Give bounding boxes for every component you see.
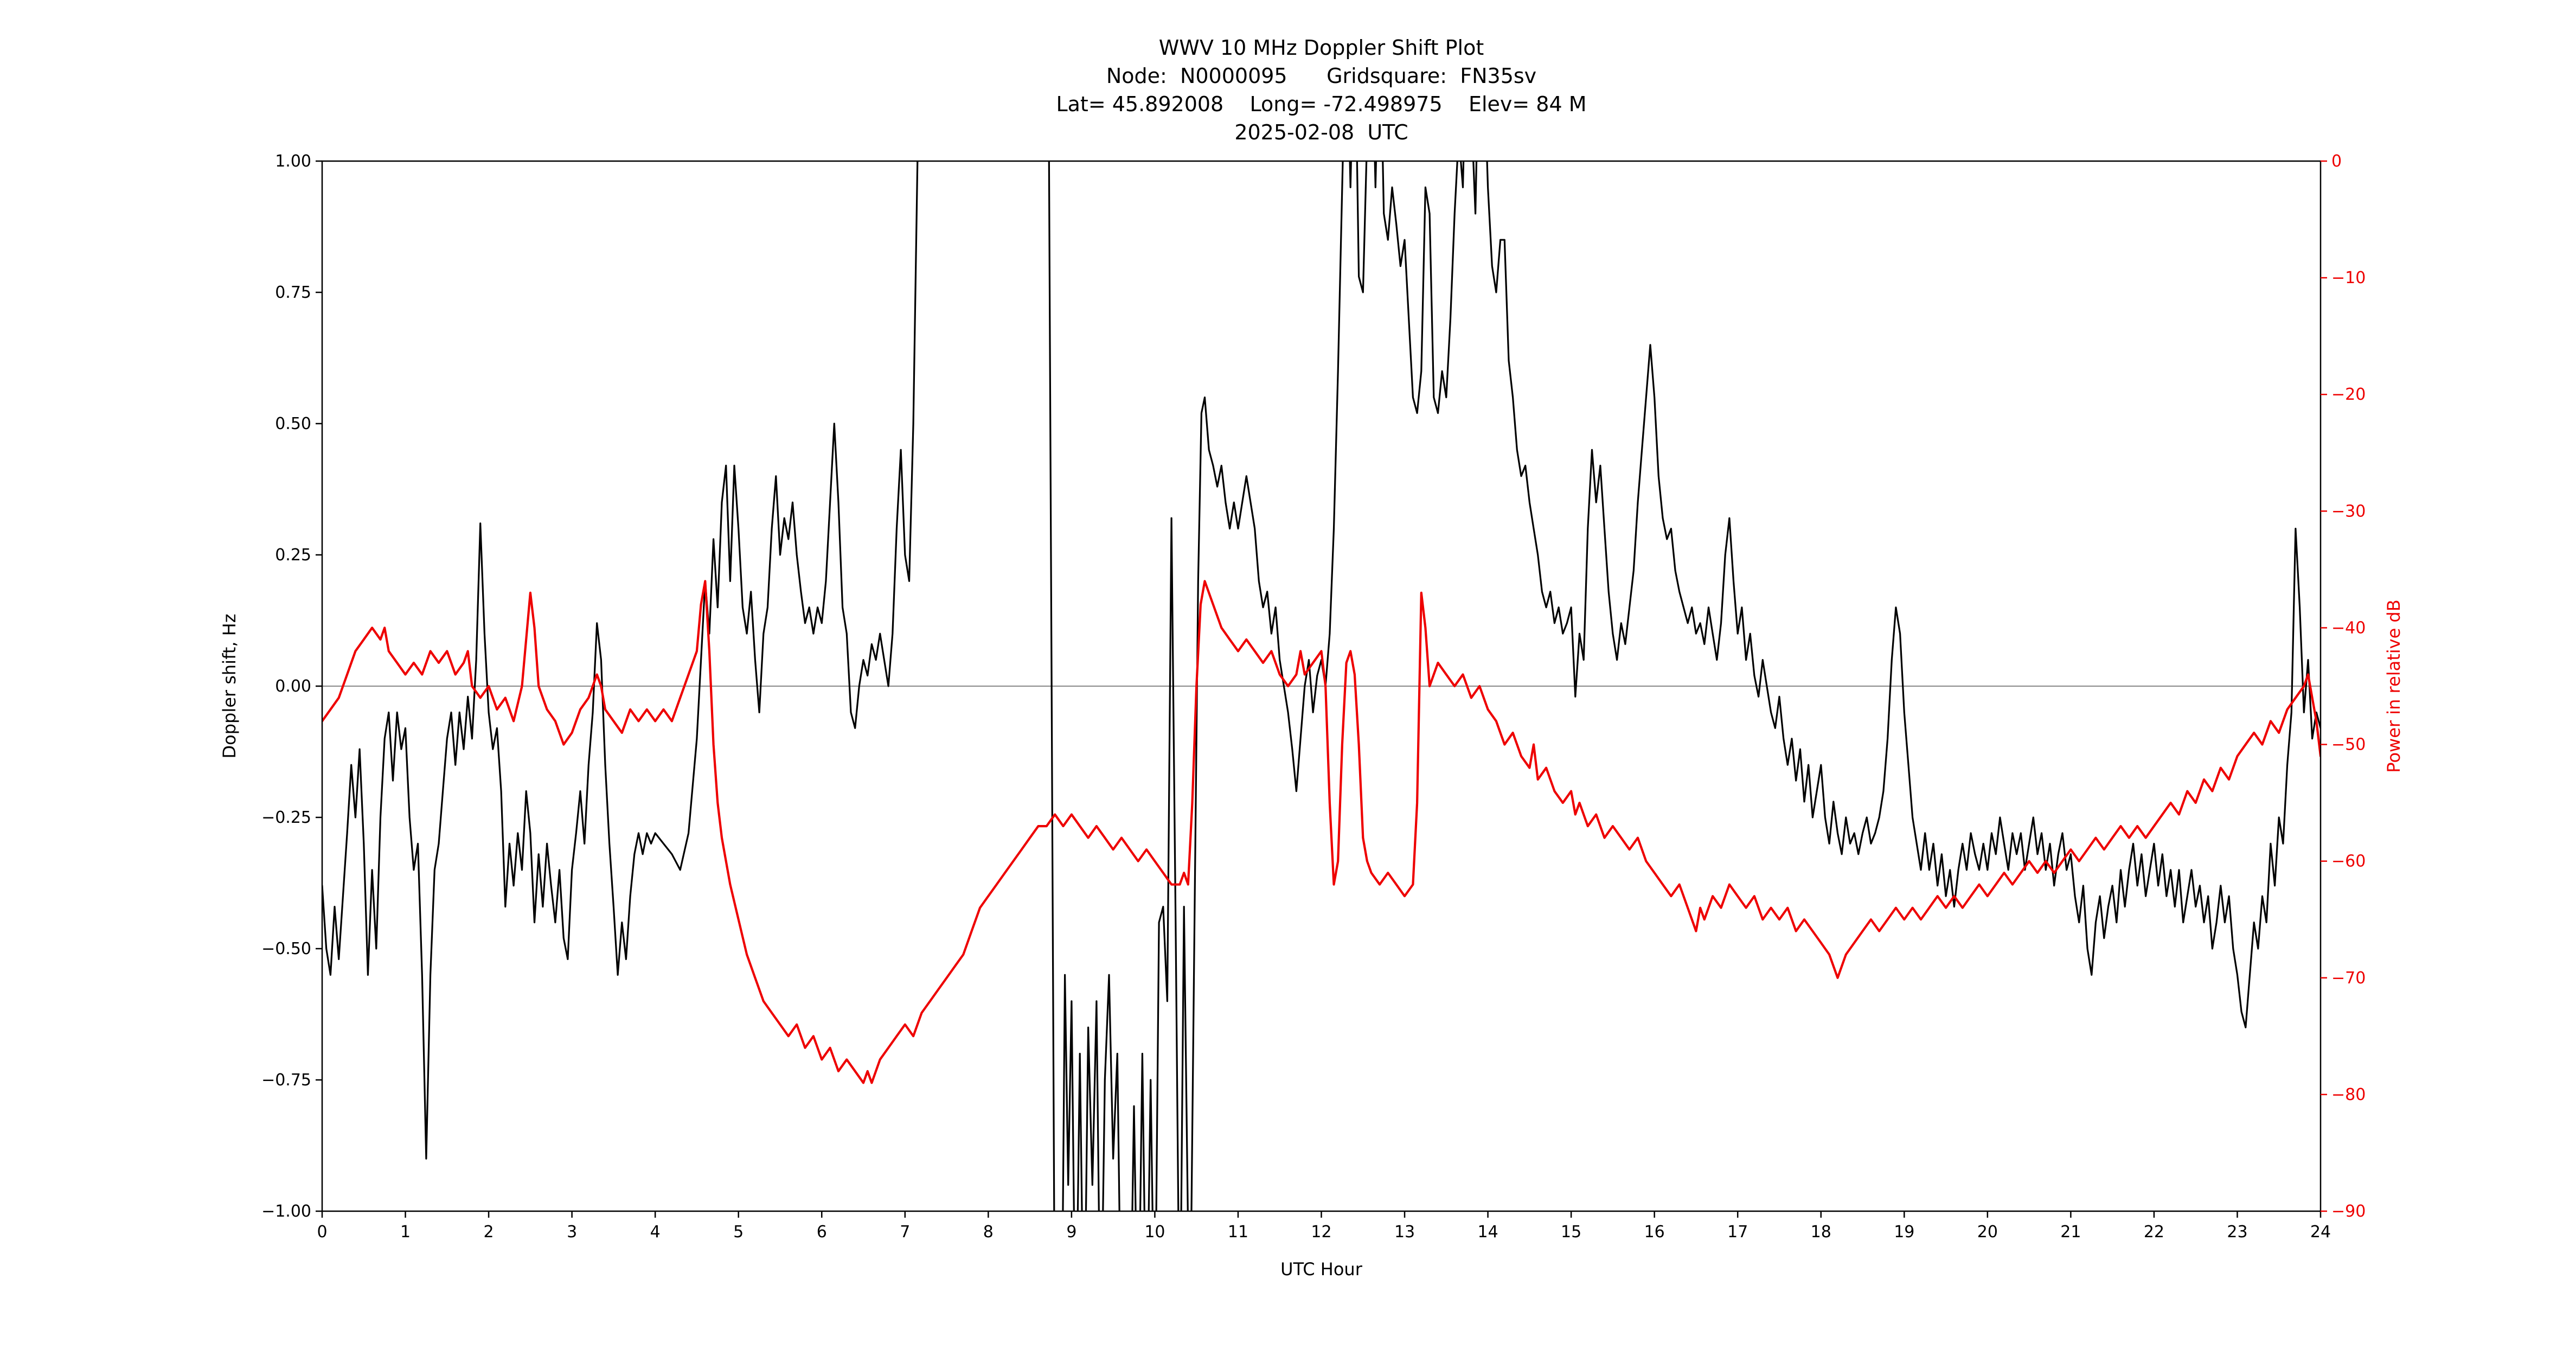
svg-text:16: 16 bbox=[1644, 1223, 1665, 1242]
svg-text:5: 5 bbox=[733, 1223, 744, 1242]
svg-text:−20: −20 bbox=[2331, 385, 2366, 404]
svg-text:20: 20 bbox=[1977, 1223, 1998, 1242]
chart-title-line-3: Lat= 45.892008 Long= -72.498975 Elev= 84… bbox=[1056, 92, 1587, 116]
svg-text:0.25: 0.25 bbox=[275, 546, 311, 565]
chart-title-line-1: WWV 10 MHz Doppler Shift Plot bbox=[1158, 36, 1484, 60]
svg-text:−0.75: −0.75 bbox=[261, 1071, 311, 1090]
svg-text:15: 15 bbox=[1561, 1223, 1581, 1242]
svg-text:3: 3 bbox=[567, 1223, 577, 1242]
svg-text:23: 23 bbox=[2227, 1223, 2247, 1242]
y-right-ticks: 0 −10 −20 −30 −40 −50 −60 −70 −80 −90 bbox=[2321, 152, 2366, 1221]
svg-text:7: 7 bbox=[900, 1223, 910, 1242]
x-axis-label: UTC Hour bbox=[1280, 1259, 1363, 1280]
doppler-shift-line bbox=[322, 161, 2321, 1211]
svg-text:−40: −40 bbox=[2331, 618, 2366, 637]
svg-text:10: 10 bbox=[1144, 1223, 1165, 1242]
chart-title-line-2: Node: N0000095 Gridsquare: FN35sv bbox=[1106, 64, 1537, 88]
svg-text:−0.50: −0.50 bbox=[261, 939, 311, 958]
y-left-ticks: 1.00 0.75 0.50 0.25 0.00 −0.25 −0.50 −0.75 −1.00 bbox=[261, 152, 322, 1221]
svg-text:−0.25: −0.25 bbox=[261, 808, 311, 827]
svg-text:−1.00: −1.00 bbox=[261, 1202, 311, 1221]
svg-text:4: 4 bbox=[650, 1223, 661, 1242]
svg-text:18: 18 bbox=[1811, 1223, 1831, 1242]
svg-text:−80: −80 bbox=[2331, 1085, 2366, 1104]
svg-text:6: 6 bbox=[817, 1223, 827, 1242]
svg-text:12: 12 bbox=[1311, 1223, 1331, 1242]
svg-text:0.00: 0.00 bbox=[275, 677, 311, 696]
svg-text:−60: −60 bbox=[2331, 852, 2366, 871]
svg-text:13: 13 bbox=[1394, 1223, 1415, 1242]
svg-text:0.75: 0.75 bbox=[275, 283, 311, 302]
y-left-axis-label: Doppler shift, Hz bbox=[219, 613, 240, 758]
svg-text:24: 24 bbox=[2310, 1223, 2331, 1242]
svg-text:−30: −30 bbox=[2331, 502, 2366, 521]
svg-text:22: 22 bbox=[2144, 1223, 2164, 1242]
svg-text:0: 0 bbox=[317, 1223, 327, 1242]
power-line bbox=[322, 580, 2321, 1084]
x-axis-ticks: 0 1 2 3 4 5 6 7 8 9 10 11 12 13 14 15 16 17 18 19 20 21 22 23 24 bbox=[317, 1211, 2331, 1242]
chart-title-block: WWV 10 MHz Doppler Shift Plot Node: N000… bbox=[322, 34, 2321, 146]
svg-text:−90: −90 bbox=[2331, 1202, 2366, 1221]
svg-text:−50: −50 bbox=[2331, 735, 2366, 754]
svg-text:1: 1 bbox=[400, 1223, 411, 1242]
svg-text:8: 8 bbox=[983, 1223, 994, 1242]
chart-title-line-4: 2025-02-08 UTC bbox=[1234, 120, 1408, 144]
svg-text:−10: −10 bbox=[2331, 268, 2366, 287]
svg-text:0.50: 0.50 bbox=[275, 414, 311, 433]
svg-text:14: 14 bbox=[1477, 1223, 1498, 1242]
svg-text:0: 0 bbox=[2331, 152, 2342, 171]
svg-text:17: 17 bbox=[1727, 1223, 1748, 1242]
svg-text:2: 2 bbox=[484, 1223, 494, 1242]
series-layer bbox=[322, 161, 2321, 1211]
svg-text:1.00: 1.00 bbox=[275, 152, 311, 171]
svg-text:19: 19 bbox=[1894, 1223, 1914, 1242]
svg-text:21: 21 bbox=[2060, 1223, 2081, 1242]
svg-text:9: 9 bbox=[1066, 1223, 1076, 1242]
svg-text:11: 11 bbox=[1228, 1223, 1248, 1242]
svg-text:−70: −70 bbox=[2331, 969, 2366, 988]
y-right-axis-label: Power in relative dB bbox=[2383, 599, 2404, 772]
